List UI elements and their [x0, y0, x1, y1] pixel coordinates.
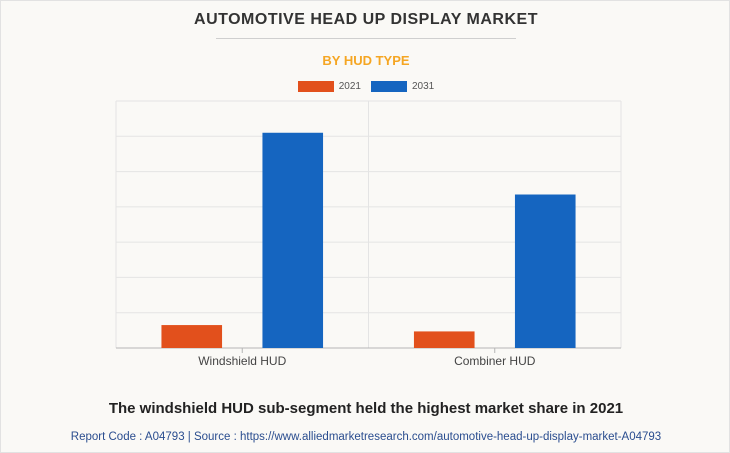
- bar-2031-0: [262, 132, 324, 348]
- legend-swatch-2031: [371, 81, 407, 92]
- legend-swatch-2021: [297, 81, 334, 92]
- legend-label-2031: 2031: [412, 81, 435, 92]
- chart-caption: The windshield HUD sub-segment held the …: [108, 400, 624, 417]
- bar-2021-1: [413, 331, 475, 348]
- bar-2031-1: [514, 194, 576, 348]
- legend: 2021 2031: [1, 81, 730, 92]
- legend-item-2021[interactable]: 2021: [297, 81, 361, 92]
- x-tick-label: Combiner HUD: [454, 354, 536, 368]
- bar-2021-0: [161, 325, 223, 348]
- legend-label-2021: 2021: [338, 81, 361, 92]
- legend-item-2031[interactable]: 2031: [371, 81, 434, 92]
- chart-title: AUTOMOTIVE HEAD UP DISPLAY MARKET: [194, 11, 538, 28]
- chart-subtitle: BY HUD TYPE: [322, 53, 410, 68]
- x-tick-label: Windshield HUD: [198, 354, 286, 368]
- title-divider: [216, 38, 516, 39]
- report-source-line[interactable]: Report Code : A04793 | Source : https://…: [70, 431, 662, 443]
- bar-chart: Windshield HUD Combiner HUD: [115, 100, 622, 368]
